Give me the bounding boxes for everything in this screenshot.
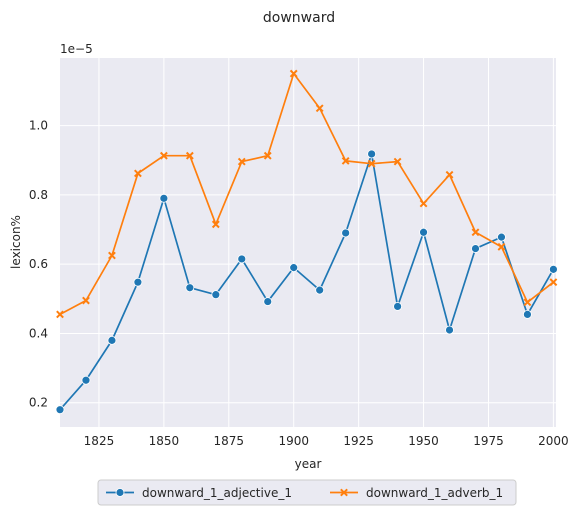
data-point (212, 291, 220, 299)
legend: downward_1_adjective_1 downward_1_adverb… (98, 480, 516, 505)
data-point (446, 326, 454, 334)
x-tick-label: 1875 (214, 434, 245, 448)
legend-label-adverb: downward_1_adverb_1 (366, 486, 503, 500)
y-tick-label: 0.8 (29, 188, 48, 202)
data-point (368, 150, 376, 158)
legend-label-adjective: downward_1_adjective_1 (142, 486, 292, 500)
x-tick-label: 1900 (278, 434, 309, 448)
x-axis-label: year (295, 457, 322, 471)
x-tick-label: 2000 (538, 434, 569, 448)
data-point (134, 278, 142, 286)
data-point (549, 265, 557, 273)
data-point (497, 233, 505, 241)
y-tick-label: 0.2 (29, 396, 48, 410)
x-tick-label: 1850 (149, 434, 180, 448)
data-point (420, 228, 428, 236)
y-tick-label: 1.0 (29, 119, 48, 133)
x-tick-label: 1925 (343, 434, 374, 448)
data-point (471, 245, 479, 253)
data-point (394, 302, 402, 310)
x-axis: 1825 1850 1875 1900 1925 1950 1975 2000 (84, 434, 569, 448)
x-tick-label: 1975 (473, 434, 504, 448)
data-point (290, 264, 298, 272)
legend-marker-adjective (116, 489, 124, 497)
x-tick-label: 1950 (408, 434, 439, 448)
data-point (264, 298, 272, 306)
data-point (523, 310, 531, 318)
y-offset-label: 1e−5 (60, 42, 93, 56)
data-point (56, 406, 64, 414)
y-tick-label: 0.6 (29, 257, 48, 271)
chart-title: downward (263, 10, 335, 26)
plot-area (60, 58, 556, 427)
data-point (342, 229, 350, 237)
data-point (82, 376, 90, 384)
data-point (316, 286, 324, 294)
data-point (238, 255, 246, 263)
x-tick-label: 1825 (84, 434, 115, 448)
y-axis: 0.2 0.4 0.6 0.8 1.0 (29, 119, 48, 410)
y-tick-label: 0.4 (29, 326, 48, 340)
data-point (186, 284, 194, 292)
y-axis-label: lexicon% (9, 215, 23, 269)
data-point (160, 194, 168, 202)
data-point (108, 336, 116, 344)
